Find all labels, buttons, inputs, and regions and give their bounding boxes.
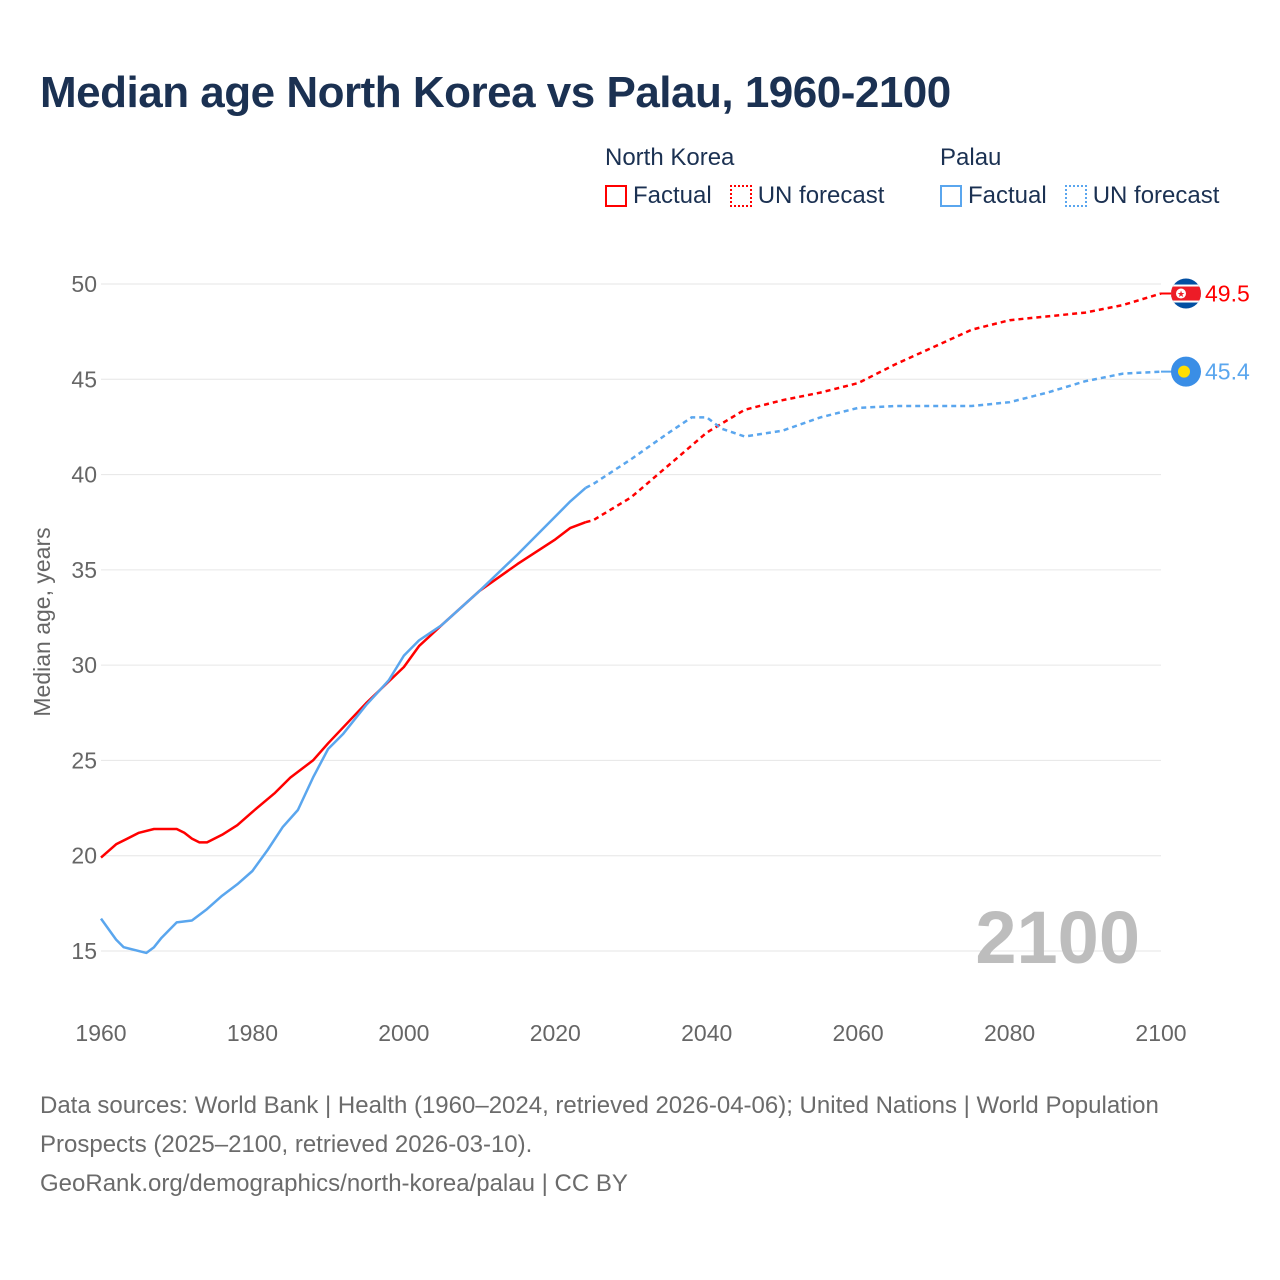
x-tick-label: 2040 xyxy=(681,1020,732,1046)
y-tick-label: 20 xyxy=(71,843,97,869)
y-tick-label: 15 xyxy=(71,938,97,964)
attribution-link[interactable]: GeoRank.org/demographics/north-korea/pal… xyxy=(40,1170,628,1197)
legend-label: UN forecast xyxy=(1092,182,1220,209)
footer: Data sources: World Bank | Health (1960–… xyxy=(40,1086,1240,1203)
legend-label: Factual xyxy=(633,182,712,209)
legend-swatch-dotted xyxy=(729,185,752,207)
legend-group-label: Palau xyxy=(940,144,1002,171)
x-tick-label: 1960 xyxy=(75,1020,126,1046)
legend-swatch-solid xyxy=(940,185,962,207)
north-korea-flag-icon: ★ xyxy=(1171,278,1201,309)
flag-disc xyxy=(1176,288,1186,299)
year-watermark: 2100 xyxy=(975,896,1140,979)
legend-item-palau-forecast[interactable]: UN forecast xyxy=(1064,182,1220,210)
series-north-korea-factual xyxy=(100,521,587,859)
legend-label: UN forecast xyxy=(757,182,885,209)
x-tick-label: 2020 xyxy=(530,1020,581,1046)
y-tick-label: 45 xyxy=(71,366,97,392)
x-tick-label: 2060 xyxy=(833,1020,884,1046)
y-tick-label: 35 xyxy=(71,557,97,583)
legend-label: Factual xyxy=(968,182,1047,209)
flag-body: ★ xyxy=(1171,278,1201,309)
legend-group-label: North Korea xyxy=(605,144,735,171)
x-tick-label: 2100 xyxy=(1135,1020,1186,1046)
x-tick-label: 2080 xyxy=(984,1020,1035,1046)
y-tick-label: 30 xyxy=(71,652,97,678)
legend-swatch-solid xyxy=(605,185,627,207)
series-palau-forecast xyxy=(585,370,1162,490)
legend-swatch-dotted xyxy=(1064,185,1087,207)
y-tick-label: 50 xyxy=(71,271,97,297)
end-value-label: 49.5 xyxy=(1205,281,1250,307)
legend-group-north-korea: North Korea Factual UN forecast xyxy=(605,144,884,210)
legend-item-palau-factual[interactable]: Factual xyxy=(940,182,1047,210)
y-tick-label: 40 xyxy=(71,462,97,488)
series-north-korea-forecast xyxy=(585,292,1162,524)
legend-group-palau: Palau Factual UN forecast xyxy=(940,144,1219,210)
x-tick-label: 1980 xyxy=(227,1020,278,1046)
y-axis-label: Median age, years xyxy=(29,527,55,716)
flag-moon xyxy=(1178,365,1190,378)
end-value-label: 45.4 xyxy=(1205,359,1250,385)
flag-star-icon: ★ xyxy=(1177,289,1185,299)
palau-flag-icon xyxy=(1171,356,1201,387)
data-sources: Data sources: World Bank | Health (1960–… xyxy=(40,1092,1159,1158)
x-tick-label: 2000 xyxy=(378,1020,429,1046)
series-palau-factual xyxy=(99,486,587,955)
legend-item-north-korea-factual[interactable]: Factual xyxy=(605,182,712,210)
y-tick-label: 25 xyxy=(71,747,97,773)
chart-title: Median age North Korea vs Palau, 1960-21… xyxy=(40,68,951,117)
legend-item-north-korea-forecast[interactable]: UN forecast xyxy=(729,182,885,210)
